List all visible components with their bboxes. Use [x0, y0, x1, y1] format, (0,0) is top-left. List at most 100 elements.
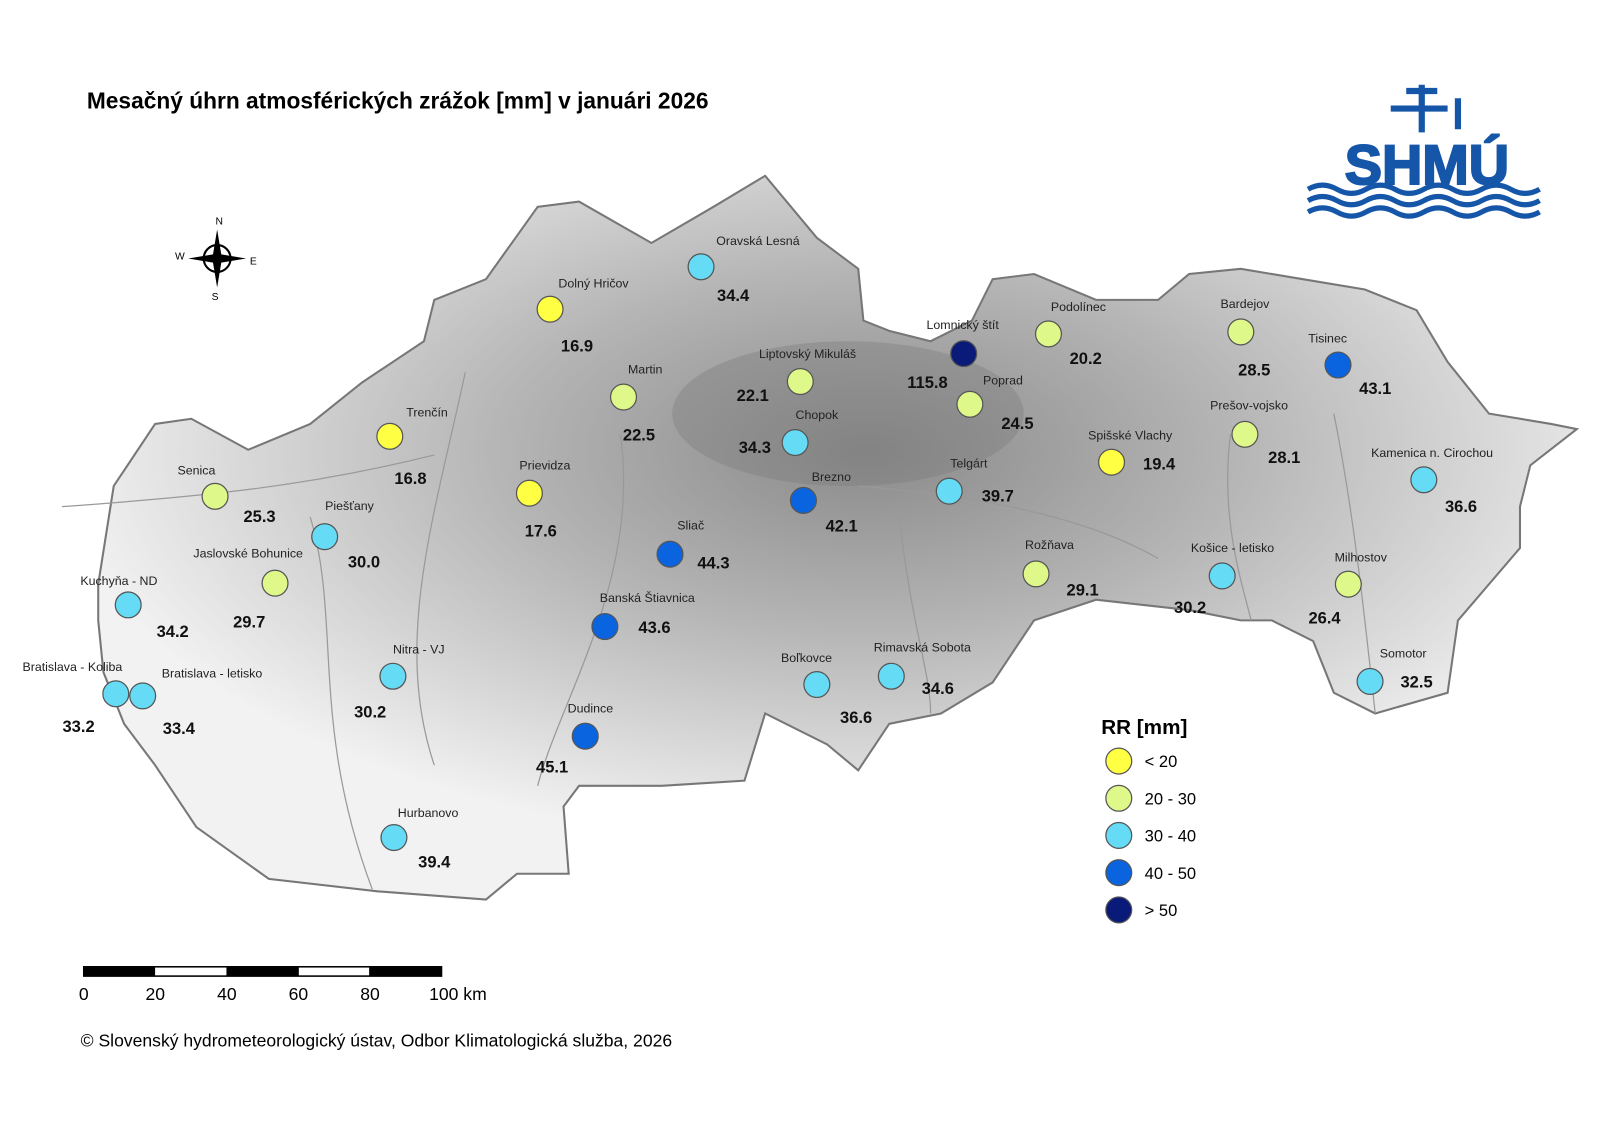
compass-s: S [212, 292, 219, 303]
station-name: Trenčín [406, 406, 448, 420]
station-name: Podolínec [1051, 300, 1106, 314]
station-marker [803, 670, 831, 699]
station-name: Milhostov [1335, 550, 1388, 564]
legend-label: 30 - 40 [1145, 827, 1196, 846]
station-value: 43.6 [638, 618, 670, 637]
station-name: Liptovský Mikuláš [759, 347, 856, 361]
station-marker [1231, 420, 1259, 448]
station-value: 20.2 [1070, 349, 1102, 368]
legend: RR [mm] < 20 20 - 30 30 - 40 40 - 50 > 50 [1101, 716, 1196, 924]
station-value: 29.7 [233, 613, 265, 632]
station-value: 28.1 [1268, 448, 1300, 467]
station-name: Bardejov [1220, 297, 1270, 311]
station-marker [1227, 318, 1255, 346]
station-value: 17.6 [525, 522, 557, 541]
station-marker [311, 523, 339, 551]
station-marker [950, 340, 978, 368]
map-layer: Mesačný úhrn atmosférických zrážok [mm] … [22, 84, 1580, 1050]
station-marker [1034, 320, 1063, 348]
station-name: Martin [628, 362, 663, 376]
relief-shade [672, 341, 1024, 486]
station-name: Spišské Vlachy [1088, 428, 1173, 442]
country-shape [97, 174, 1580, 901]
compass-e: E [250, 257, 257, 268]
stations: Oravská Lesná 34.4 Dolný Hričov 16.9 Martin 2… [22, 234, 1493, 871]
station-marker [786, 368, 814, 396]
station-value: 30.2 [354, 703, 386, 722]
station-value: 30.0 [348, 553, 380, 572]
station-value: 39.4 [418, 853, 451, 872]
station-value: 22.1 [737, 386, 769, 405]
compass-needles [188, 229, 247, 288]
scale-label: 60 [289, 984, 309, 1004]
station-name: Kuchyňa - ND [80, 574, 157, 588]
station-marker [789, 486, 817, 515]
station-marker [376, 422, 404, 450]
legend-swatch [1105, 896, 1133, 924]
logo: SHMÚ [1306, 84, 1541, 219]
station-name: Oravská Lesná [716, 234, 799, 248]
station-marker [877, 662, 905, 690]
logo-waves [1306, 182, 1541, 219]
station-value: 25.3 [243, 507, 275, 526]
station-value: 36.6 [840, 708, 872, 727]
station-marker [591, 613, 619, 641]
scale-label: 40 [217, 984, 237, 1004]
station-value: 33.2 [62, 717, 94, 736]
station-marker [571, 722, 599, 750]
compass: N E S W [175, 216, 257, 302]
station-name: Banská Štiavnica [600, 590, 695, 605]
station-marker [1334, 570, 1362, 598]
station-name: Telgárt [950, 456, 988, 470]
station-marker [380, 823, 408, 852]
station-value: 44.3 [697, 554, 729, 573]
station-value: 39.7 [982, 486, 1014, 505]
station-marker [656, 540, 684, 568]
station-value: 36.6 [1445, 497, 1477, 516]
scale-label: 0 [79, 984, 89, 1004]
station-name: Somotor [1380, 647, 1427, 661]
station-name: Senica [178, 464, 216, 478]
station-value: 43.1 [1359, 379, 1391, 398]
legend-label: 20 - 30 [1145, 789, 1196, 808]
station-name: Prešov-vojsko [1210, 398, 1288, 412]
station-name: Košice - letisko [1191, 541, 1274, 555]
station-marker [114, 591, 142, 619]
station-value: 19.4 [1143, 454, 1176, 473]
station-marker [201, 482, 229, 510]
station-value: 33.4 [163, 719, 196, 738]
station-marker [609, 383, 638, 411]
legend-label: > 50 [1145, 901, 1178, 920]
station-name: Bratislava - letisko [162, 666, 263, 680]
station-value: 24.5 [1001, 414, 1033, 433]
station-name: Lomnický štít [926, 318, 999, 332]
station-marker [687, 253, 715, 281]
scale-bar: 0 20 40 60 80 100 km [79, 966, 487, 1004]
scale-label: 100 km [429, 984, 487, 1004]
station-marker [536, 295, 564, 323]
station-value: 34.3 [739, 438, 771, 457]
station-marker [129, 682, 157, 710]
station-marker [935, 477, 963, 505]
station-marker [1356, 667, 1384, 695]
station-name: Rimavská Sobota [874, 640, 971, 654]
station-value: 34.2 [157, 622, 189, 641]
legend-swatch [1105, 747, 1133, 775]
station-value: 16.9 [561, 337, 593, 356]
station-marker [781, 429, 809, 457]
station-value: 22.5 [623, 425, 655, 444]
station-value: 26.4 [1308, 609, 1341, 628]
station-value: 29.1 [1067, 581, 1099, 600]
station-name: Brezno [812, 470, 851, 484]
copyright: © Slovenský hydrometeorologický ústav, O… [81, 1030, 673, 1050]
scale-segment [226, 966, 299, 977]
station-name: Prievidza [519, 458, 570, 472]
compass-w: W [175, 252, 185, 263]
station-name: Dolný Hričov [558, 276, 629, 290]
legend-label: 40 - 50 [1145, 864, 1196, 883]
station-marker [1410, 466, 1438, 494]
station-value: 34.6 [922, 679, 954, 698]
station-marker [261, 569, 289, 597]
station-value: 115.8 [907, 373, 947, 392]
